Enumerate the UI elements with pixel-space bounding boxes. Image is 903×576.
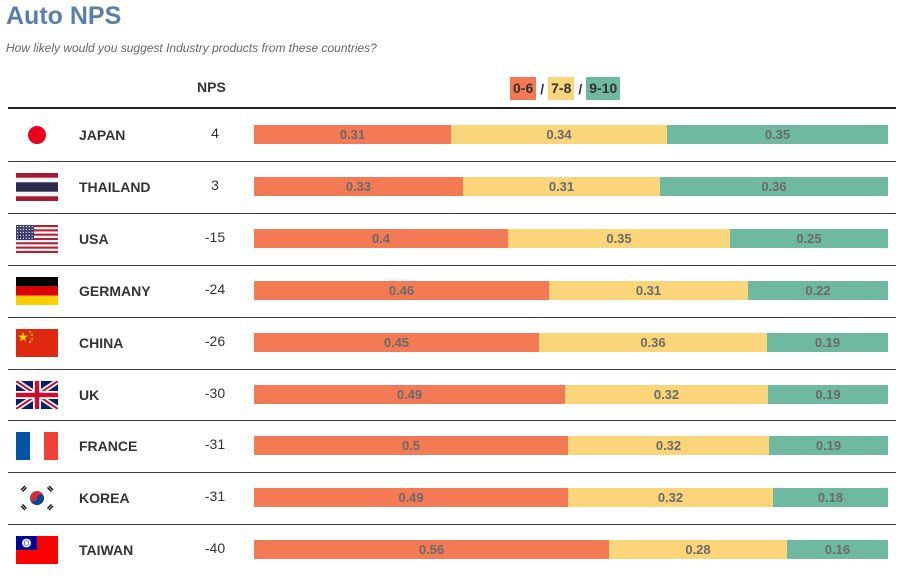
nps-value: 3 xyxy=(211,176,219,193)
passive-segment: 0.34 xyxy=(451,125,667,144)
legend-item-0-6: 0-6 xyxy=(510,77,537,100)
detractor-segment: 0.5 xyxy=(254,436,568,456)
table-row: KOREA -31 0.49 0.32 0.18 xyxy=(0,472,903,524)
nps-column-header: NPS xyxy=(197,79,226,95)
detractor-segment: 0.31 xyxy=(254,125,451,144)
stacked-bar: 0.46 0.31 0.22 xyxy=(254,280,888,300)
promoter-segment: 0.35 xyxy=(667,125,888,144)
table-row: FRANCE -31 0.5 0.32 0.19 xyxy=(0,420,903,472)
promoter-segment: 0.25 xyxy=(730,228,888,248)
country-label: UK xyxy=(79,386,100,403)
country-label: CHINA xyxy=(79,334,124,351)
stacked-bar: 0.4 0.35 0.25 xyxy=(254,228,888,248)
legend-item-7-8: 7-8 xyxy=(548,77,575,100)
usa-flag-icon xyxy=(16,224,58,253)
country-label: GERMANY xyxy=(79,282,151,299)
nps-value: -30 xyxy=(204,384,226,401)
passive-segment: 0.32 xyxy=(565,384,768,404)
table-row: GERMANY -24 0.46 0.31 0.22 xyxy=(0,265,903,317)
uk-flag-icon xyxy=(16,380,58,409)
nps-value: -15 xyxy=(204,228,226,245)
promoter-segment: 0.16 xyxy=(787,540,888,560)
thailand-flag-icon xyxy=(16,172,58,201)
stacked-bar: 0.45 0.36 0.19 xyxy=(254,332,888,352)
table-row: TAIWAN -40 0.56 0.28 0.16 xyxy=(0,524,903,576)
detractor-segment: 0.45 xyxy=(254,332,539,352)
stacked-bar: 0.5 0.32 0.19 xyxy=(254,436,888,456)
chart-subtitle: How likely would you suggest Industry pr… xyxy=(6,41,377,55)
nps-value: -40 xyxy=(204,540,226,557)
country-label: THAILAND xyxy=(79,178,151,195)
nps-value: -24 xyxy=(204,280,226,297)
row-divider xyxy=(8,420,896,422)
legend-separator: / xyxy=(540,80,545,97)
detractor-segment: 0.49 xyxy=(254,488,568,508)
nps-value: -31 xyxy=(204,436,226,453)
nps-value: 4 xyxy=(211,125,219,141)
taiwan-flag-icon xyxy=(16,536,58,565)
promoter-segment: 0.18 xyxy=(773,488,888,508)
row-divider xyxy=(8,524,896,526)
row-divider xyxy=(8,212,896,214)
detractor-segment: 0.4 xyxy=(254,228,508,248)
country-label: TAIWAN xyxy=(79,542,134,559)
row-divider xyxy=(8,160,896,162)
country-label: USA xyxy=(79,230,109,247)
detractor-segment: 0.33 xyxy=(254,176,463,196)
passive-segment: 0.32 xyxy=(568,436,769,456)
passive-segment: 0.31 xyxy=(463,176,660,196)
table-row: CHINA -26 0.45 0.36 0.19 xyxy=(0,317,903,369)
detractor-segment: 0.46 xyxy=(254,280,549,300)
row-divider xyxy=(8,472,896,474)
stacked-bar: 0.49 0.32 0.18 xyxy=(254,488,888,508)
chart-title: Auto NPS xyxy=(6,2,122,30)
nps-value: -31 xyxy=(204,488,226,505)
country-label: JAPAN xyxy=(79,127,126,143)
promoter-segment: 0.19 xyxy=(769,436,888,456)
legend: 0-6 / 7-8 / 9-10 xyxy=(510,77,621,100)
stacked-bar: 0.56 0.28 0.16 xyxy=(254,540,888,560)
passive-segment: 0.36 xyxy=(539,332,767,352)
country-label: FRANCE xyxy=(79,438,138,455)
detractor-segment: 0.49 xyxy=(254,384,565,404)
table-row: USA -15 0.4 0.35 0.25 xyxy=(0,213,903,265)
table-row: UK -30 0.49 0.32 0.19 xyxy=(0,369,903,421)
passive-segment: 0.32 xyxy=(568,488,773,508)
detractor-segment: 0.56 xyxy=(254,540,609,560)
stacked-bar: 0.49 0.32 0.19 xyxy=(254,384,888,404)
row-divider xyxy=(8,368,896,370)
france-flag-icon xyxy=(16,432,58,461)
legend-separator: / xyxy=(578,80,583,97)
header-divider xyxy=(8,107,896,109)
promoter-segment: 0.36 xyxy=(660,176,888,196)
passive-segment: 0.31 xyxy=(549,280,748,300)
promoter-segment: 0.22 xyxy=(748,280,888,300)
table-row: JAPAN 4 0.31 0.34 0.35 xyxy=(0,109,903,161)
japan-flag-icon xyxy=(16,121,58,149)
promoter-segment: 0.19 xyxy=(768,384,888,404)
legend-item-9-10: 9-10 xyxy=(586,77,621,100)
korea-flag-icon xyxy=(16,484,58,513)
germany-flag-icon xyxy=(16,276,58,305)
nps-value: -26 xyxy=(204,332,226,349)
row-divider xyxy=(8,264,896,266)
passive-segment: 0.35 xyxy=(508,228,730,248)
promoter-segment: 0.19 xyxy=(767,332,888,352)
country-label: KOREA xyxy=(79,490,130,507)
passive-segment: 0.28 xyxy=(609,540,787,560)
table-row: THAILAND 3 0.33 0.31 0.36 xyxy=(0,161,903,213)
stacked-bar: 0.31 0.34 0.35 xyxy=(254,125,888,144)
china-flag-icon xyxy=(16,328,58,357)
stacked-bar: 0.33 0.31 0.36 xyxy=(254,176,888,196)
row-divider xyxy=(8,316,896,318)
